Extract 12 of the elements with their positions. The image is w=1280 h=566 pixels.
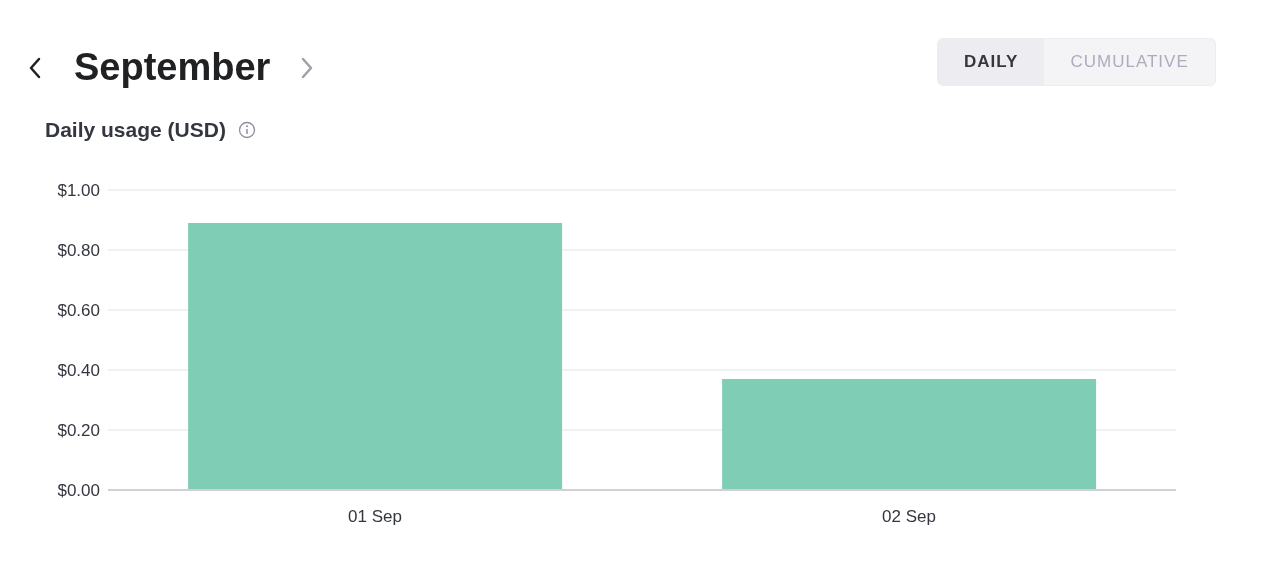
text: CUMULATIVE <box>1069 51 1190 73</box>
x-tick-label: 01 Sep <box>348 507 402 527</box>
y-tick-label: $0.80 <box>57 241 100 261</box>
y-tick-label: $0.60 <box>57 301 100 321</box>
text: DAILY <box>938 39 1045 85</box>
chart-title: September <box>74 46 271 89</box>
y-tick-label: $0.00 <box>57 481 100 501</box>
y-tick-label: $0.40 <box>57 361 100 381</box>
chart-subtitle: Daily usage (USD) <box>45 118 226 142</box>
y-tick-label: $1.00 <box>57 181 100 201</box>
x-tick-label: 02 Sep <box>882 507 936 527</box>
y-tick-label: $0.20 <box>57 421 100 441</box>
